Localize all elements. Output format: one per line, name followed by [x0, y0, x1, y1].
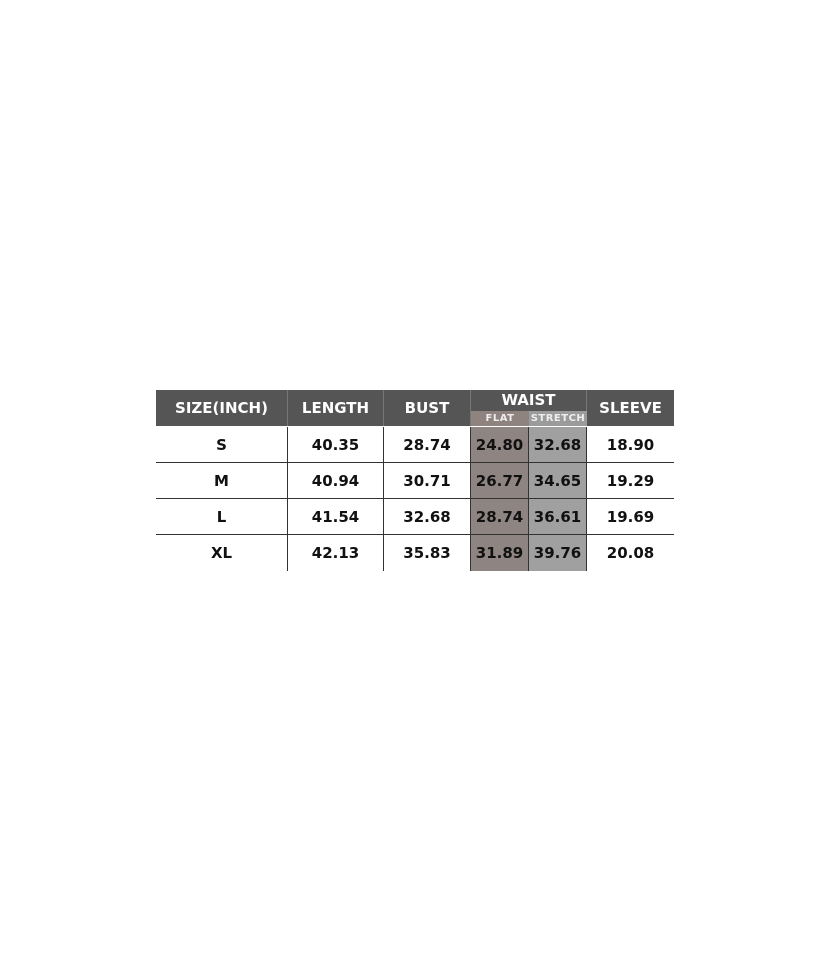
- header-waist-flat: FLAT: [471, 411, 529, 426]
- header-length: LENGTH: [288, 390, 384, 426]
- table-cell: 32.68: [384, 499, 471, 535]
- table-cell: 18.90: [587, 427, 674, 463]
- header-bust: BUST: [384, 390, 471, 426]
- table-cell: L: [156, 499, 288, 535]
- table-cell: 19.29: [587, 463, 674, 499]
- header-waist-stretch: STRETCH: [529, 411, 587, 426]
- table-cell: 39.76: [529, 535, 587, 571]
- table-cell: S: [156, 427, 288, 463]
- table-cell: M: [156, 463, 288, 499]
- table-cell: XL: [156, 535, 288, 571]
- table-cell: 35.83: [384, 535, 471, 571]
- table-cell: 26.77: [471, 463, 529, 499]
- table-cell: 30.71: [384, 463, 471, 499]
- table-cell: 34.65: [529, 463, 587, 499]
- table-cell: 40.35: [288, 427, 384, 463]
- table-cell: 42.13: [288, 535, 384, 571]
- table-cell: 28.74: [471, 499, 529, 535]
- table-cell: 20.08: [606, 544, 655, 562]
- table-cell: 19.69: [587, 499, 674, 535]
- table-cell: 36.61: [529, 499, 587, 535]
- table-cell: 24.80: [471, 427, 529, 463]
- table-cell: 32.68: [529, 427, 587, 463]
- header-size: SIZE(INCH): [156, 390, 288, 426]
- table-cell: 40.94: [288, 463, 384, 499]
- header-sleeve: SLEEVE: [587, 390, 674, 426]
- table-cell: 28.74: [384, 427, 471, 463]
- table-cell: 41.54: [288, 499, 384, 535]
- table-cell: 31.89: [471, 535, 529, 571]
